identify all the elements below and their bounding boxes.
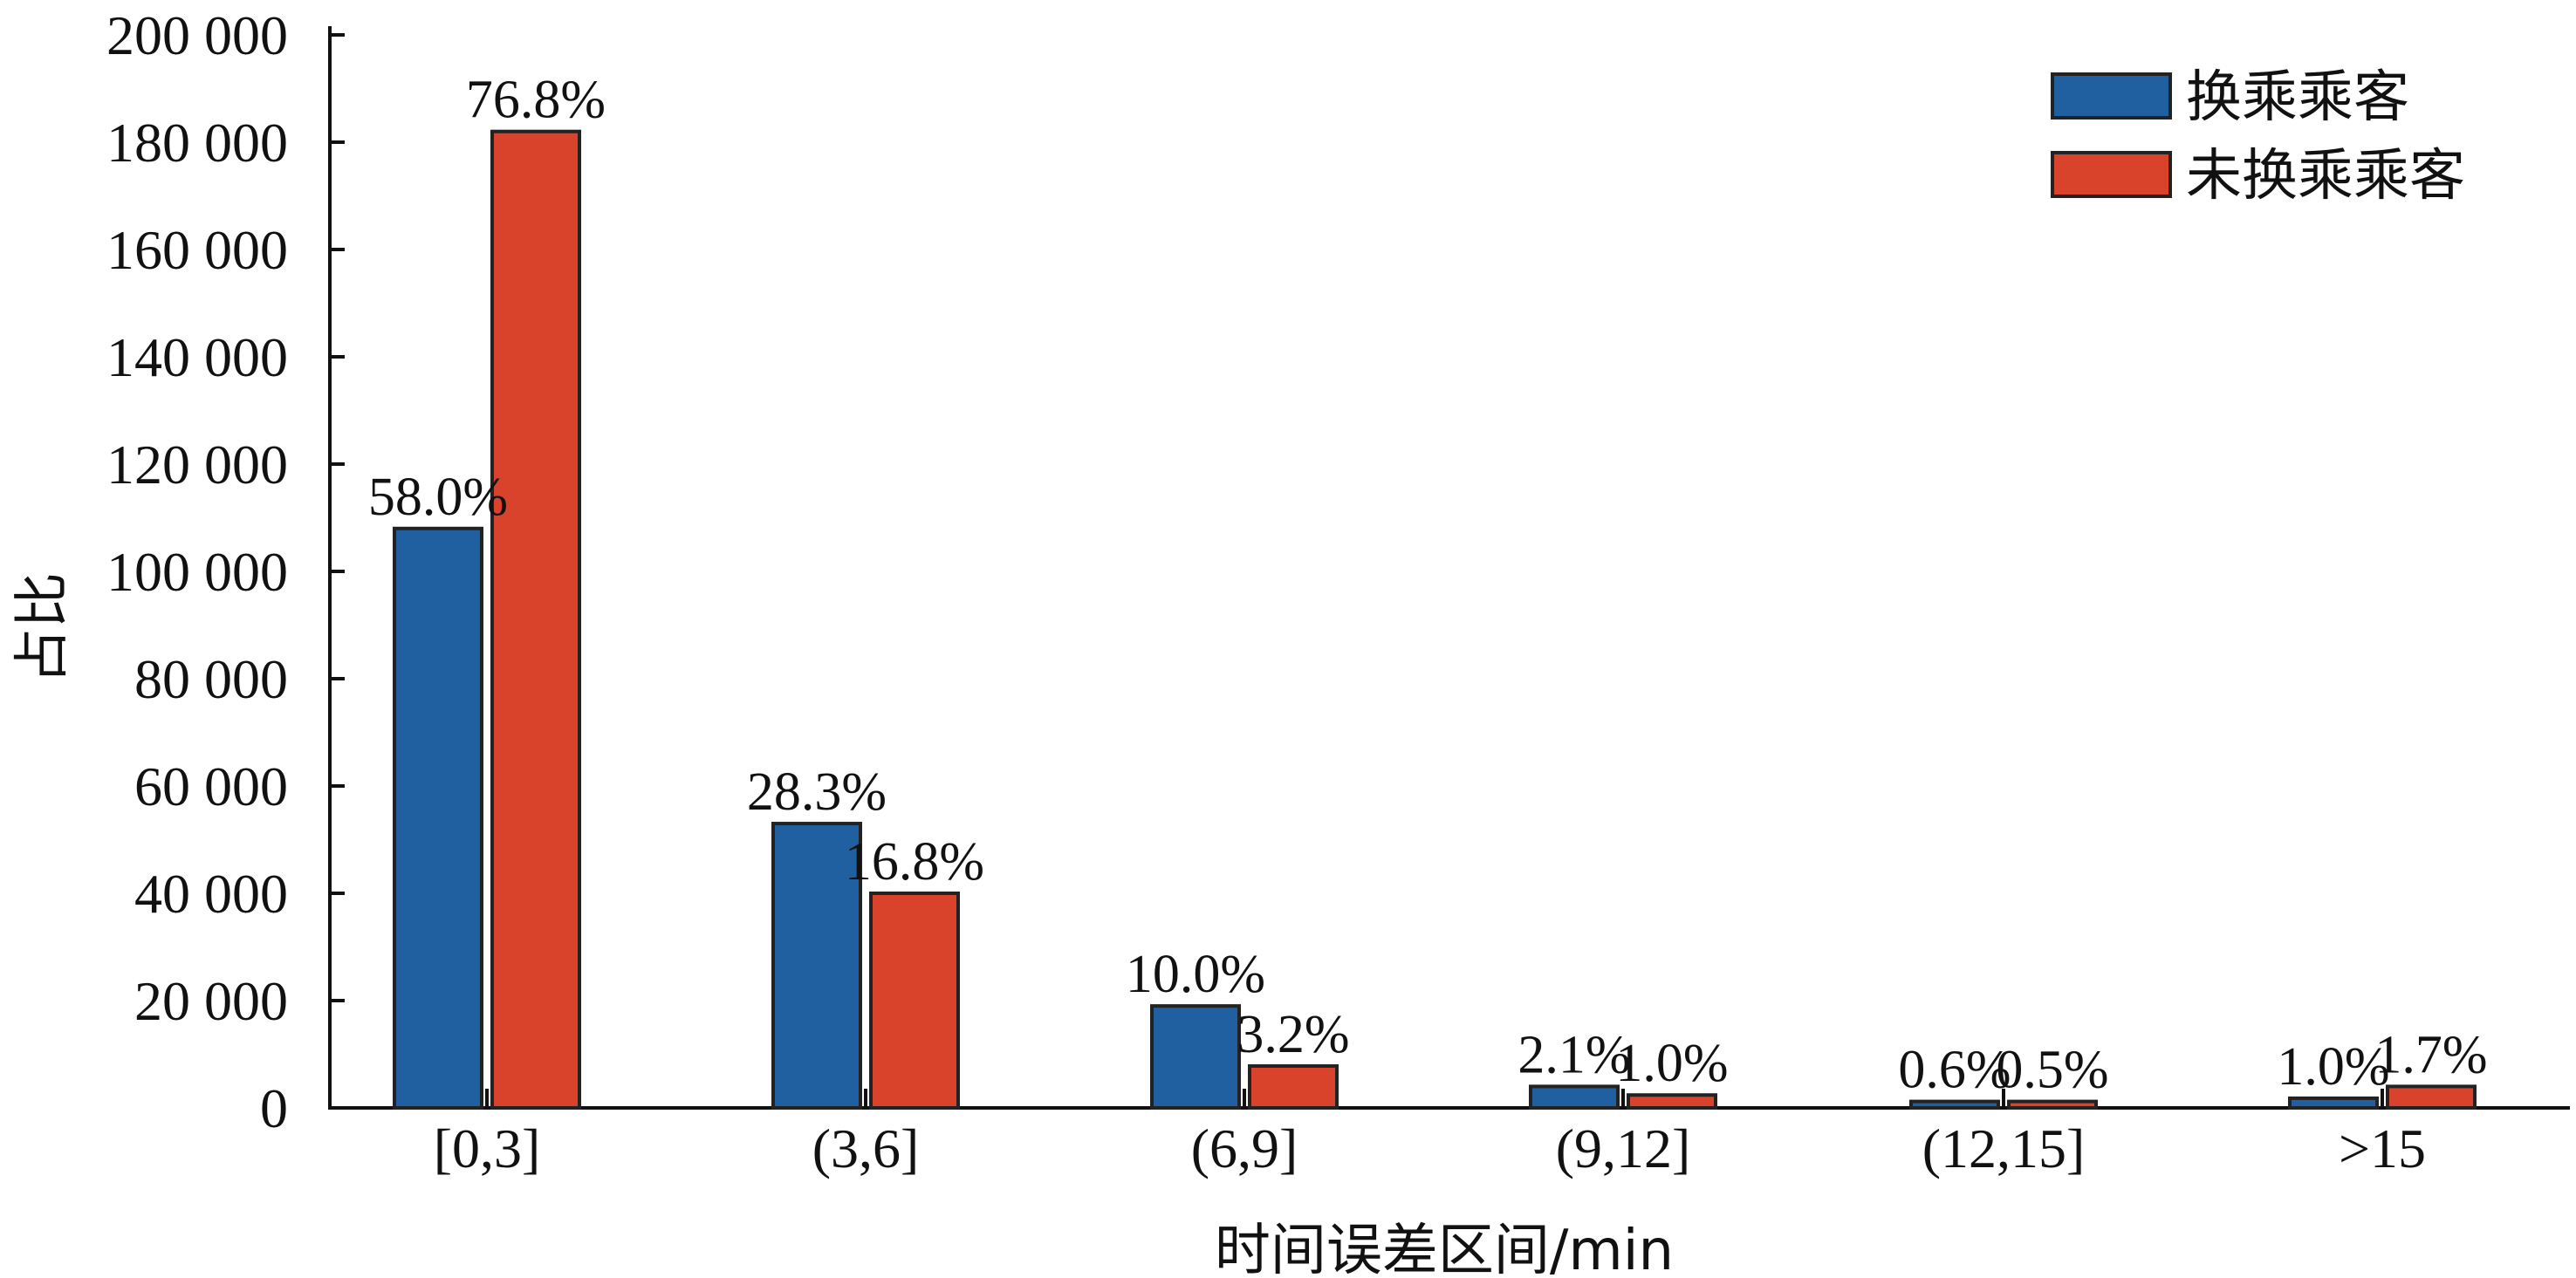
axes xyxy=(328,26,2570,1110)
y-tick-label: 160 000 xyxy=(106,219,288,281)
y-axis-title: 占比 xyxy=(10,572,75,684)
data-label-transfer: 28.3% xyxy=(747,762,887,822)
x-tick-label: [0,3] xyxy=(434,1117,541,1179)
y-tick-label: 140 000 xyxy=(106,326,288,388)
x-ticks: [0,3] (3,6] (6,9] (9,12] (12,15] >15 xyxy=(434,1089,2426,1179)
data-label-transfer: 58.0% xyxy=(368,468,508,527)
data-labels: 58.0%76.8%28.3%16.8%10.0%3.2% 2.1%1.0% 0.6… xyxy=(368,71,2488,1100)
data-label-non-transfer: 3.2% xyxy=(1237,1005,1349,1064)
y-tick-label: 20 000 xyxy=(134,970,288,1032)
bar-non-transfer xyxy=(490,129,581,1111)
y-ticks: 0 20 000 40 000 60 000 80 000 100 000 120 000 1… xyxy=(106,4,345,1139)
x-tick-label: (12,15] xyxy=(1922,1117,2086,1179)
data-label-non-transfer: 76.8% xyxy=(466,71,606,130)
y-tick-label: 60 000 xyxy=(134,755,288,817)
bar-non-transfer xyxy=(2007,1099,2098,1110)
y-tick-label: 120 000 xyxy=(106,434,288,495)
legend: 换乘乘客 未换乘乘客 xyxy=(2051,65,2465,208)
data-label-transfer: 10.0% xyxy=(1126,945,1265,1004)
y-tick-label: 200 000 xyxy=(106,4,288,66)
bar-transfer xyxy=(771,822,862,1110)
bar-non-transfer xyxy=(869,892,960,1110)
y-tick-label: 40 000 xyxy=(134,863,288,925)
y-tick-label: 0 xyxy=(260,1077,288,1139)
data-label-non-transfer: 1.7% xyxy=(2374,1025,2487,1084)
bar-transfer xyxy=(1150,1004,1241,1111)
bars xyxy=(393,129,2477,1111)
bar-transfer xyxy=(1529,1084,1620,1111)
data-label-transfer: 2.1% xyxy=(1518,1025,1630,1084)
x-tick-label: (3,6] xyxy=(812,1117,920,1179)
bar-transfer xyxy=(2288,1096,2379,1111)
legend-label-non-transfer: 未换乘乘客 xyxy=(2186,144,2465,208)
legend-label-transfer: 换乘乘客 xyxy=(2186,65,2409,130)
x-axis-title: 时间误差区间/min xyxy=(1215,1219,1674,1278)
data-label-non-transfer: 16.8% xyxy=(845,832,984,892)
legend-swatch-transfer xyxy=(2051,72,2172,120)
x-tick-label: (9,12] xyxy=(1556,1117,1691,1179)
data-label-transfer: 1.0% xyxy=(2277,1037,2389,1097)
x-tick-label: (6,9] xyxy=(1191,1117,1298,1179)
bar-transfer xyxy=(393,526,483,1110)
data-label-non-transfer: 0.5% xyxy=(1996,1041,2108,1100)
y-tick-label: 80 000 xyxy=(134,648,288,710)
bar-non-transfer xyxy=(1627,1093,1717,1110)
bar-transfer xyxy=(1909,1099,2000,1110)
bar-non-transfer xyxy=(2386,1084,2477,1111)
y-tick-label: 180 000 xyxy=(106,112,288,174)
bar-non-transfer xyxy=(1248,1064,1339,1111)
y-tick-label: 100 000 xyxy=(106,541,288,603)
data-label-non-transfer: 1.0% xyxy=(1615,1034,1728,1093)
x-tick-label: >15 xyxy=(2339,1117,2426,1179)
legend-swatch-non-transfer xyxy=(2051,151,2172,198)
data-label-transfer: 0.6% xyxy=(1898,1041,2011,1100)
